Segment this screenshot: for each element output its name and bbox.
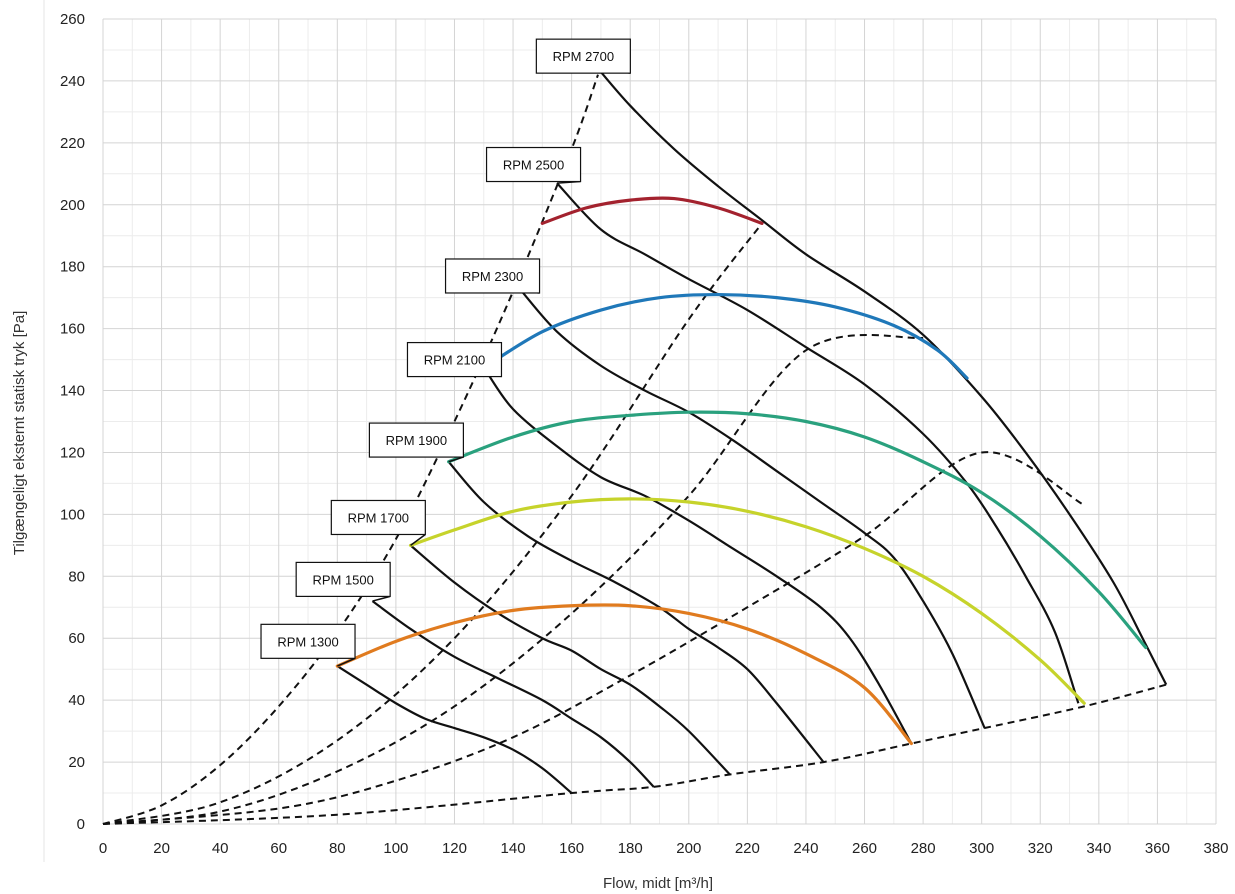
x-tick-label: 0 (99, 840, 107, 857)
rpm-curve-rpm-2100 (485, 371, 913, 745)
x-tick-label: 160 (559, 840, 584, 857)
x-axis-ticks: 0 20 40 60 80 100 120 140 160 180 200 220 240 260 280 3… (99, 840, 1229, 857)
colored-efficiency-curves (335, 196, 1148, 746)
y-tick-label: 20 (68, 754, 85, 771)
rpm-label-text: RPM 1900 (386, 433, 447, 448)
x-tick-label: 120 (442, 840, 467, 857)
rpm-label-box (260, 623, 356, 659)
x-tick-label: 220 (735, 840, 760, 857)
rpm-label-text: RPM 1300 (277, 634, 338, 649)
rpm-label-leader (372, 595, 391, 602)
rpm-label-text: RPM 1700 (348, 510, 409, 525)
dashed-curve-4 (102, 451, 1085, 825)
rpm-curve-rpm-2500 (556, 182, 1080, 704)
rpm-label-leader (448, 456, 464, 463)
x-tick-label: 260 (852, 840, 877, 857)
rpm-curve-rpm-2300 (521, 290, 986, 729)
x-tick-label: 320 (1028, 840, 1053, 857)
y-tick-label: 100 (60, 506, 85, 523)
rpm-curves (336, 67, 1168, 794)
y-tick-label: 120 (60, 444, 85, 461)
grid-minor (103, 19, 1216, 824)
x-tick-label: 40 (212, 840, 229, 857)
rpm-curve-rpm-1700 (409, 544, 731, 776)
rpm-label-box (295, 561, 391, 598)
x-tick-label: 200 (676, 840, 701, 857)
y-axis-title: Tilgængeligt eksternt statisk tryk [Pa] (11, 311, 28, 556)
dashed-system-curves (102, 74, 1167, 825)
x-tick-label: 360 (1145, 840, 1170, 857)
x-tick-label: 180 (618, 840, 643, 857)
y-tick-label: 200 (60, 197, 85, 214)
y-tick-label: 0 (77, 816, 85, 833)
rpm-label-box (368, 422, 464, 458)
y-tick-label: 220 (60, 135, 85, 152)
x-tick-label: 140 (501, 840, 526, 857)
dashed-curve-1 (102, 74, 599, 825)
rpm-label-text: RPM 2300 (462, 269, 523, 284)
rpm-curve-rpm-1500 (371, 600, 655, 788)
rpm-label-box (535, 38, 631, 74)
rpm-label-box (444, 258, 541, 294)
y-tick-label: 80 (68, 568, 85, 585)
rpm-label-box (406, 341, 503, 378)
rpm-curve-rpm-1300 (336, 665, 573, 794)
y-tick-label: 160 (60, 321, 85, 338)
colored-curve-3 (447, 410, 1148, 650)
x-tick-label: 60 (270, 840, 287, 857)
y-axis-ticks: 0 20 40 60 80 100 120 140 160 180 200 220 240 260 (60, 11, 85, 833)
x-axis-title: Flow, midt [m³/h] (603, 875, 713, 892)
rpm-label-box (330, 499, 426, 536)
rpm-labels: RPM 1300 RPM 1500 RPM 1700 RPM 1900 RPM 2100… (260, 38, 631, 667)
y-tick-label: 140 (60, 383, 85, 400)
y-tick-label: 260 (60, 11, 85, 28)
colored-curve-5 (540, 196, 764, 225)
x-tick-label: 100 (383, 840, 408, 857)
dashed-curve-5 (102, 683, 1167, 825)
y-tick-label: 240 (60, 73, 85, 90)
rpm-label-text: RPM 2700 (553, 49, 614, 64)
x-tick-label: 300 (969, 840, 994, 857)
colored-curve-1 (335, 603, 913, 746)
y-tick-label: 60 (68, 630, 85, 647)
dashed-curve-2 (102, 222, 763, 825)
rpm-label-leader (410, 533, 426, 546)
rpm-curve-rpm-2700 (597, 67, 1168, 686)
y-tick-label: 180 (60, 259, 85, 276)
x-tick-label: 340 (1086, 840, 1111, 857)
rpm-label-text: RPM 2500 (503, 158, 564, 173)
rpm-label-text: RPM 2100 (424, 353, 485, 368)
x-tick-label: 240 (793, 840, 818, 857)
x-tick-label: 20 (153, 840, 170, 857)
rpm-label-leader (337, 657, 356, 667)
y-tick-label: 40 (68, 692, 85, 709)
rpm-label-text: RPM 1500 (312, 572, 373, 587)
x-tick-label: 80 (329, 840, 346, 857)
rpm-label-box (485, 146, 582, 183)
x-tick-label: 280 (911, 840, 936, 857)
x-tick-label: 380 (1203, 840, 1228, 857)
colored-curve-2 (408, 497, 1086, 705)
colored-curve-4 (485, 292, 969, 380)
dashed-curve-3 (102, 334, 924, 825)
